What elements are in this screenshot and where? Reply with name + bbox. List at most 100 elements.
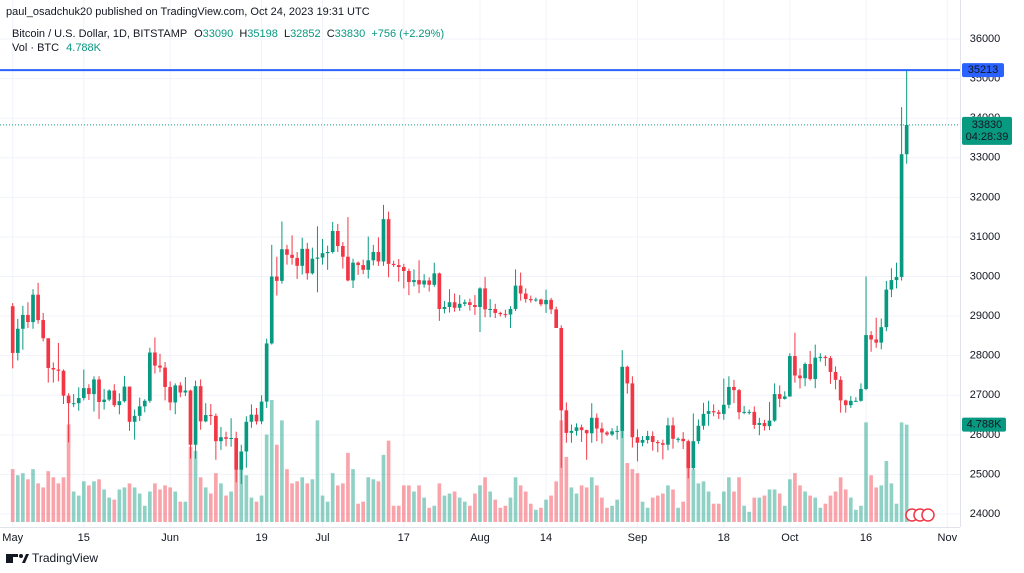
- volume-bar: [254, 501, 259, 522]
- volume-bar: [884, 461, 889, 522]
- candle-body: [335, 231, 340, 247]
- volume-bar: [163, 485, 167, 522]
- candle-body: [219, 437, 223, 442]
- candle-body: [92, 379, 96, 395]
- volume-bar: [193, 450, 198, 522]
- volume-bar: [219, 483, 223, 522]
- candle-body: [879, 327, 884, 343]
- volume-bar: [376, 481, 381, 522]
- candle-body: [76, 398, 81, 404]
- candle-body: [843, 400, 848, 406]
- candle-body: [117, 401, 122, 406]
- volume-bar: [102, 489, 106, 522]
- candle-body: [549, 299, 553, 310]
- ohlc-value: 33090: [203, 28, 234, 40]
- volume-bar: [290, 483, 294, 522]
- volume-bar: [417, 485, 421, 522]
- candle-body: [386, 219, 391, 264]
- candle-body: [107, 390, 112, 400]
- volume-bar: [554, 481, 559, 522]
- volume-bar: [833, 491, 838, 522]
- y-tick-label: 29000: [970, 310, 1001, 322]
- candle-body: [198, 386, 203, 422]
- volume-bar: [640, 501, 645, 522]
- volume-bar: [427, 507, 432, 522]
- volume-bar: [356, 503, 360, 522]
- volume-bar: [173, 491, 178, 522]
- volume-bar: [127, 483, 132, 522]
- candle-body: [259, 401, 264, 422]
- candle-body: [478, 288, 482, 308]
- candle-body: [752, 411, 757, 425]
- candle-body: [630, 383, 635, 438]
- volume-bar: [452, 491, 457, 522]
- candle-body: [214, 415, 218, 442]
- volume-bar: [711, 503, 716, 522]
- y-tick-label: 26000: [970, 429, 1001, 441]
- volume-bar: [518, 485, 523, 522]
- y-tick-label: 25000: [970, 468, 1001, 480]
- volume-bar: [574, 493, 579, 522]
- candle-body: [361, 265, 366, 270]
- candle-body: [600, 428, 604, 433]
- volume-bar: [148, 491, 152, 522]
- candle-body: [427, 280, 432, 285]
- volume-bar: [51, 477, 56, 522]
- volume-bar: [366, 477, 371, 522]
- candle-body: [305, 248, 310, 274]
- candle-body: [757, 422, 762, 425]
- volume-bar: [249, 497, 254, 522]
- volume-bar: [208, 493, 213, 522]
- volume-bar: [493, 499, 498, 522]
- footer-brand: TradingView: [32, 551, 98, 565]
- volume-bar: [676, 507, 680, 522]
- volume-bar: [706, 491, 711, 522]
- volume-bar: [97, 479, 101, 522]
- candle-body: [803, 363, 807, 379]
- x-tick-label: May: [2, 532, 23, 544]
- candle-body: [183, 390, 188, 393]
- volume-bar: [447, 493, 452, 522]
- x-tick-label: Nov: [938, 532, 958, 544]
- volume-bar: [158, 489, 162, 522]
- candle-body: [772, 394, 777, 421]
- candle-body: [254, 414, 259, 422]
- candle-body: [285, 249, 289, 255]
- candle-body: [351, 262, 355, 281]
- logo-mark: [22, 554, 29, 563]
- volume-bar: [894, 503, 899, 522]
- candle-body: [71, 403, 76, 405]
- volume-bar: [686, 461, 691, 522]
- volume-bar: [610, 505, 614, 522]
- volume-bar: [244, 475, 249, 522]
- candle-body: [828, 358, 833, 372]
- candle-body: [142, 400, 147, 407]
- candle-body: [10, 306, 15, 353]
- volume-bar: [274, 444, 279, 522]
- volume-bar: [386, 440, 391, 522]
- volume-bar: [117, 489, 122, 522]
- ohlc-letter: H: [239, 28, 247, 40]
- candle-body: [747, 411, 752, 413]
- candle-body: [584, 430, 589, 434]
- candle-body: [188, 390, 193, 445]
- volume-bar: [589, 477, 594, 522]
- candle-body: [610, 431, 614, 435]
- candle-body: [823, 356, 828, 359]
- volume-bar: [788, 479, 792, 522]
- volume-bar: [716, 503, 721, 522]
- ohlc-value: 33830: [335, 28, 366, 40]
- volume-bar: [442, 495, 447, 522]
- candles: [10, 70, 909, 484]
- volume-bar: [757, 497, 762, 522]
- x-tick-label: 15: [78, 532, 90, 544]
- candle-body: [559, 327, 564, 411]
- volume-bar: [854, 509, 858, 522]
- x-tick-label: Jun: [161, 532, 179, 544]
- volume-bar: [137, 493, 142, 522]
- candle-body: [716, 412, 721, 414]
- candle-body: [36, 294, 40, 321]
- candle-body: [244, 421, 249, 452]
- volume-bar: [473, 493, 477, 522]
